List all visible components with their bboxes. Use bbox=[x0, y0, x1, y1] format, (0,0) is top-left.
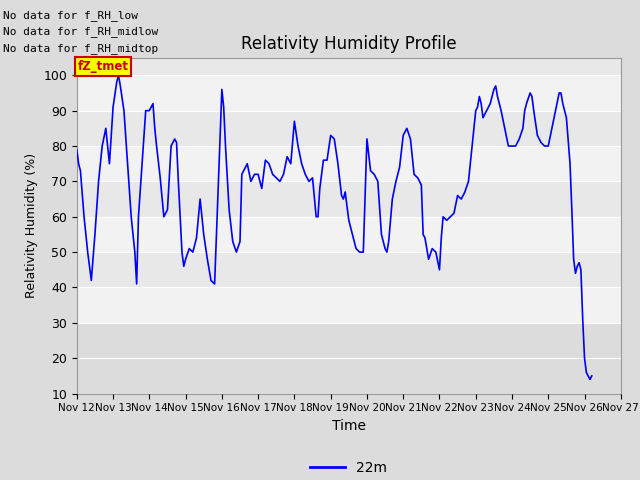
Bar bbox=[77, 217, 621, 252]
Bar bbox=[77, 40, 621, 75]
Legend: 22m: 22m bbox=[305, 456, 393, 480]
Text: No data for f_RH_midtop: No data for f_RH_midtop bbox=[3, 43, 159, 54]
Text: No data for f_RH_midlow: No data for f_RH_midlow bbox=[3, 26, 159, 37]
Text: No data for f_RH_low: No data for f_RH_low bbox=[3, 10, 138, 21]
Bar bbox=[77, 358, 621, 394]
Bar bbox=[77, 323, 621, 358]
X-axis label: Time: Time bbox=[332, 419, 366, 433]
Bar bbox=[77, 181, 621, 217]
Y-axis label: Relativity Humidity (%): Relativity Humidity (%) bbox=[25, 153, 38, 298]
Bar bbox=[77, 252, 621, 288]
Bar bbox=[77, 288, 621, 323]
Bar bbox=[77, 146, 621, 181]
Bar bbox=[77, 75, 621, 111]
Bar bbox=[77, 111, 621, 146]
Title: Relativity Humidity Profile: Relativity Humidity Profile bbox=[241, 35, 456, 53]
Text: fZ_tmet: fZ_tmet bbox=[77, 60, 129, 73]
